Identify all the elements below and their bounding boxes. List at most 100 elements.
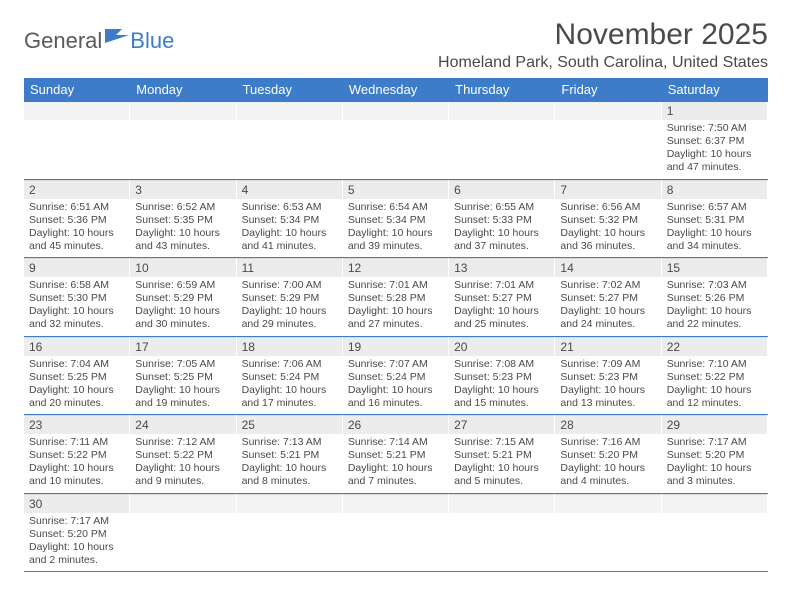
- sunrise-text: Sunrise: 7:10 AM: [667, 358, 762, 371]
- day-body: Sunrise: 6:53 AMSunset: 5:34 PMDaylight:…: [237, 199, 342, 258]
- daylight-text: Daylight: 10 hours and 19 minutes.: [135, 384, 230, 410]
- daylight-text: Daylight: 10 hours and 8 minutes.: [242, 462, 337, 488]
- day-cell: 26Sunrise: 7:14 AMSunset: 5:21 PMDayligh…: [343, 415, 449, 493]
- day-cell: 22Sunrise: 7:10 AMSunset: 5:22 PMDayligh…: [662, 337, 768, 415]
- daylight-text: Daylight: 10 hours and 10 minutes.: [29, 462, 124, 488]
- title-block: November 2025 Homeland Park, South Carol…: [438, 18, 768, 72]
- sunset-text: Sunset: 5:25 PM: [135, 371, 230, 384]
- daylight-text: Daylight: 10 hours and 47 minutes.: [667, 148, 762, 174]
- sunrise-text: Sunrise: 6:52 AM: [135, 201, 230, 214]
- day-body: Sunrise: 7:09 AMSunset: 5:23 PMDaylight:…: [555, 356, 660, 415]
- daylight-text: Daylight: 10 hours and 20 minutes.: [29, 384, 124, 410]
- day-cell: 30Sunrise: 7:17 AMSunset: 5:20 PMDayligh…: [24, 494, 130, 572]
- day-cell: 4Sunrise: 6:53 AMSunset: 5:34 PMDaylight…: [237, 180, 343, 258]
- day-body: Sunrise: 6:56 AMSunset: 5:32 PMDaylight:…: [555, 199, 660, 258]
- daylight-text: Daylight: 10 hours and 29 minutes.: [242, 305, 337, 331]
- daylight-text: Daylight: 10 hours and 9 minutes.: [135, 462, 230, 488]
- daylight-text: Daylight: 10 hours and 36 minutes.: [560, 227, 655, 253]
- daylight-text: Daylight: 10 hours and 43 minutes.: [135, 227, 230, 253]
- daylight-text: Daylight: 10 hours and 30 minutes.: [135, 305, 230, 331]
- day-number: 25: [237, 415, 342, 434]
- day-body: [449, 120, 554, 126]
- day-number: 22: [662, 337, 767, 356]
- daylight-text: Daylight: 10 hours and 5 minutes.: [454, 462, 549, 488]
- day-body: Sunrise: 7:50 AMSunset: 6:37 PMDaylight:…: [662, 120, 767, 179]
- day-cell: 10Sunrise: 6:59 AMSunset: 5:29 PMDayligh…: [130, 258, 236, 336]
- day-number: [237, 494, 342, 513]
- daylight-text: Daylight: 10 hours and 15 minutes.: [454, 384, 549, 410]
- day-body: [24, 120, 129, 126]
- day-cell: [237, 494, 343, 572]
- day-body: Sunrise: 6:52 AMSunset: 5:35 PMDaylight:…: [130, 199, 235, 258]
- day-body: [555, 513, 660, 519]
- day-cell: 5Sunrise: 6:54 AMSunset: 5:34 PMDaylight…: [343, 180, 449, 258]
- day-body: [130, 513, 235, 519]
- flag-icon: [104, 24, 130, 50]
- day-number: 30: [24, 494, 129, 513]
- sunrise-text: Sunrise: 6:53 AM: [242, 201, 337, 214]
- day-number: 27: [449, 415, 554, 434]
- sunrise-text: Sunrise: 7:01 AM: [454, 279, 549, 292]
- day-cell: [449, 102, 555, 179]
- day-number: [130, 494, 235, 513]
- sunset-text: Sunset: 5:27 PM: [454, 292, 549, 305]
- day-number: 13: [449, 258, 554, 277]
- day-body: Sunrise: 6:55 AMSunset: 5:33 PMDaylight:…: [449, 199, 554, 258]
- sunrise-text: Sunrise: 7:05 AM: [135, 358, 230, 371]
- day-body: Sunrise: 7:00 AMSunset: 5:29 PMDaylight:…: [237, 277, 342, 336]
- sunrise-text: Sunrise: 7:14 AM: [348, 436, 443, 449]
- daylight-text: Daylight: 10 hours and 27 minutes.: [348, 305, 443, 331]
- sunset-text: Sunset: 5:22 PM: [135, 449, 230, 462]
- sunset-text: Sunset: 5:34 PM: [242, 214, 337, 227]
- day-body: Sunrise: 7:04 AMSunset: 5:25 PMDaylight:…: [24, 356, 129, 415]
- daylight-text: Daylight: 10 hours and 32 minutes.: [29, 305, 124, 331]
- day-number: 14: [555, 258, 660, 277]
- day-body: [343, 513, 448, 519]
- sunset-text: Sunset: 5:28 PM: [348, 292, 443, 305]
- brand-text-general: General: [24, 28, 102, 54]
- day-cell: 19Sunrise: 7:07 AMSunset: 5:24 PMDayligh…: [343, 337, 449, 415]
- daylight-text: Daylight: 10 hours and 16 minutes.: [348, 384, 443, 410]
- day-body: Sunrise: 7:01 AMSunset: 5:28 PMDaylight:…: [343, 277, 448, 336]
- sunset-text: Sunset: 5:36 PM: [29, 214, 124, 227]
- day-cell: [343, 494, 449, 572]
- day-body: Sunrise: 7:15 AMSunset: 5:21 PMDaylight:…: [449, 434, 554, 493]
- day-cell: 29Sunrise: 7:17 AMSunset: 5:20 PMDayligh…: [662, 415, 768, 493]
- sunrise-text: Sunrise: 7:17 AM: [29, 515, 124, 528]
- sunset-text: Sunset: 5:25 PM: [29, 371, 124, 384]
- daylight-text: Daylight: 10 hours and 34 minutes.: [667, 227, 762, 253]
- day-number: 10: [130, 258, 235, 277]
- sunrise-text: Sunrise: 7:00 AM: [242, 279, 337, 292]
- day-body: [555, 120, 660, 126]
- brand-logo: General Blue: [24, 24, 174, 58]
- header: General Blue November 2025 Homeland Park…: [24, 18, 768, 72]
- daylight-text: Daylight: 10 hours and 37 minutes.: [454, 227, 549, 253]
- day-number: [449, 494, 554, 513]
- sunrise-text: Sunrise: 7:11 AM: [29, 436, 124, 449]
- sunset-text: Sunset: 5:22 PM: [29, 449, 124, 462]
- daylight-text: Daylight: 10 hours and 45 minutes.: [29, 227, 124, 253]
- sunrise-text: Sunrise: 6:56 AM: [560, 201, 655, 214]
- day-cell: 25Sunrise: 7:13 AMSunset: 5:21 PMDayligh…: [237, 415, 343, 493]
- day-cell: 27Sunrise: 7:15 AMSunset: 5:21 PMDayligh…: [449, 415, 555, 493]
- day-body: Sunrise: 7:03 AMSunset: 5:26 PMDaylight:…: [662, 277, 767, 336]
- day-number: 23: [24, 415, 129, 434]
- calendar: SundayMondayTuesdayWednesdayThursdayFrid…: [24, 78, 768, 572]
- daylight-text: Daylight: 10 hours and 22 minutes.: [667, 305, 762, 331]
- day-number: 17: [130, 337, 235, 356]
- sunrise-text: Sunrise: 7:08 AM: [454, 358, 549, 371]
- day-cell: 15Sunrise: 7:03 AMSunset: 5:26 PMDayligh…: [662, 258, 768, 336]
- week-row: 30Sunrise: 7:17 AMSunset: 5:20 PMDayligh…: [24, 494, 768, 573]
- day-cell: 12Sunrise: 7:01 AMSunset: 5:28 PMDayligh…: [343, 258, 449, 336]
- day-body: [449, 513, 554, 519]
- day-body: Sunrise: 6:58 AMSunset: 5:30 PMDaylight:…: [24, 277, 129, 336]
- day-cell: [555, 102, 661, 179]
- day-body: Sunrise: 7:14 AMSunset: 5:21 PMDaylight:…: [343, 434, 448, 493]
- day-header: Thursday: [449, 78, 555, 102]
- sunset-text: Sunset: 5:33 PM: [454, 214, 549, 227]
- day-number: [662, 494, 767, 513]
- day-cell: [662, 494, 768, 572]
- sunset-text: Sunset: 5:31 PM: [667, 214, 762, 227]
- sunset-text: Sunset: 5:26 PM: [667, 292, 762, 305]
- day-number: [343, 494, 448, 513]
